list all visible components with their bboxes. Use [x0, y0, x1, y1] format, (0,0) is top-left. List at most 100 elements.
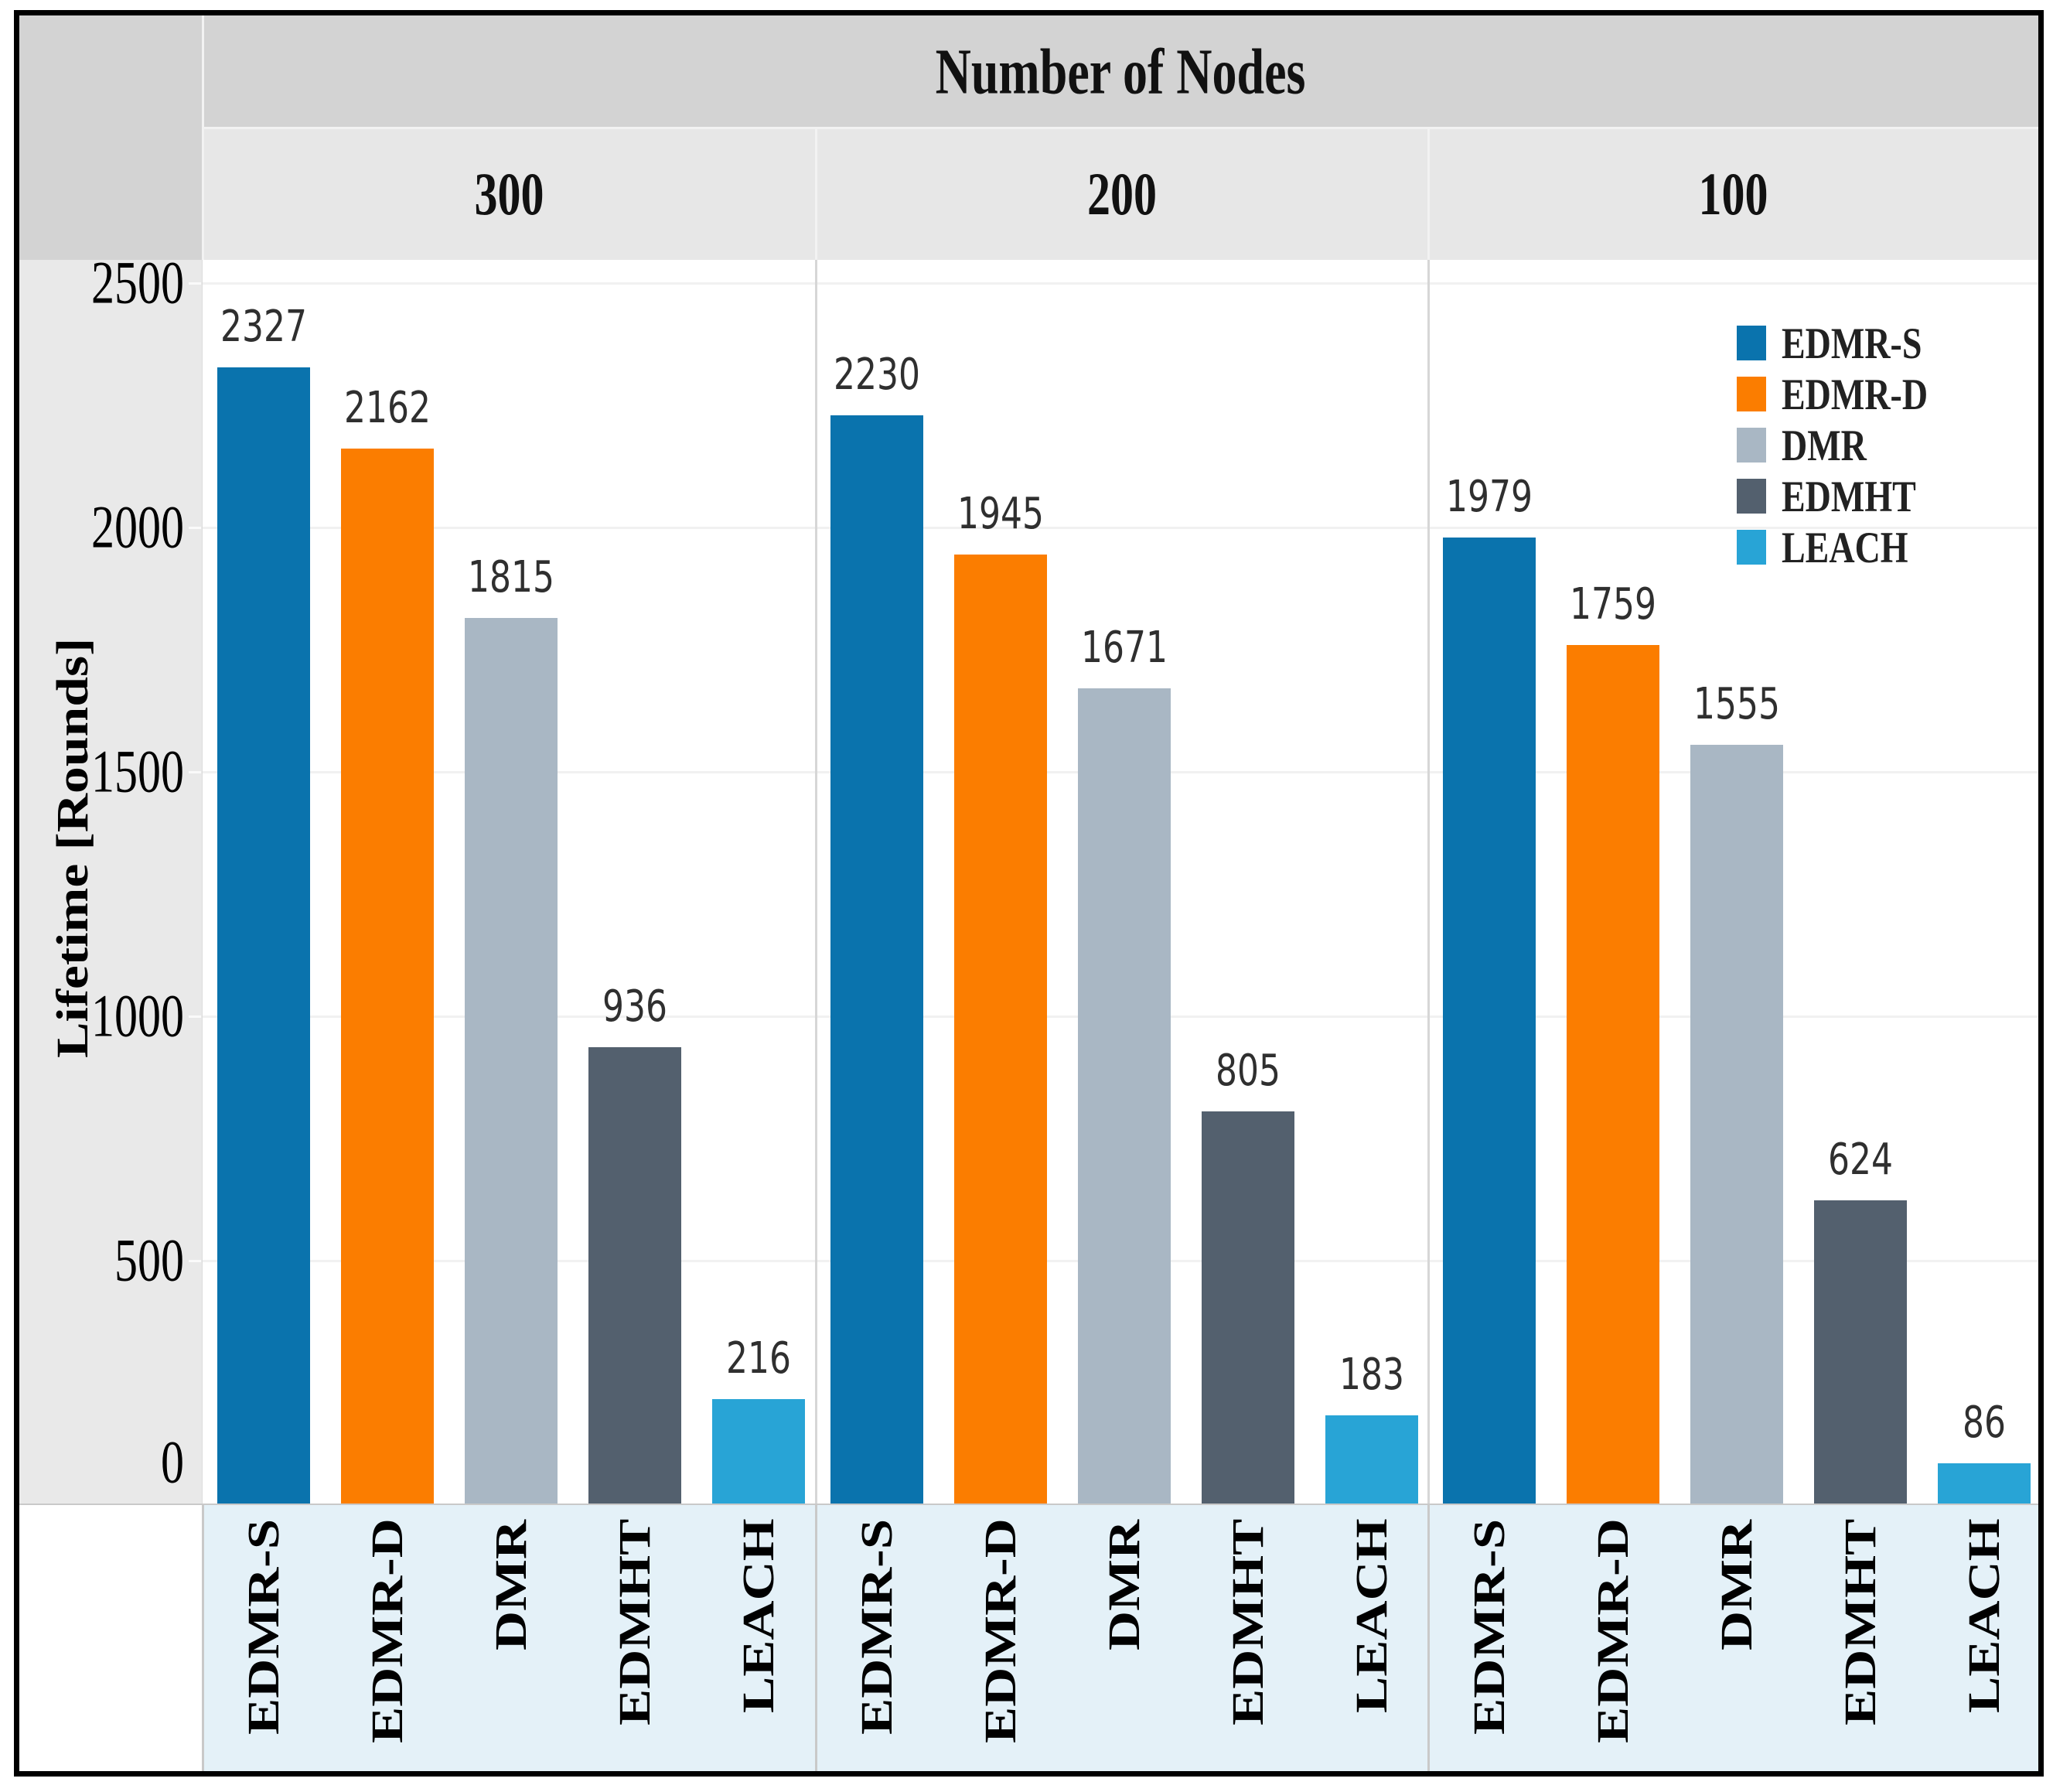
y-tick-mark — [189, 527, 201, 529]
legend-swatch — [1737, 478, 1766, 514]
category-band-divider — [815, 1505, 817, 1771]
y-axis-title: Lifetime [Rounds] — [47, 637, 97, 1058]
category-label-EDMR-D: EDMR-D — [1587, 1518, 1638, 1743]
bar-value-label: 216 — [726, 1333, 791, 1384]
legend-swatch — [1737, 376, 1766, 411]
bar-EDMR-D-100 — [1567, 645, 1659, 1505]
bar-value-label: 1945 — [957, 488, 1044, 539]
gutter-separator — [202, 15, 204, 260]
category-label-EDMR-S: EDMR-S — [851, 1518, 902, 1735]
panel-divider — [1427, 260, 1430, 1505]
legend-swatch — [1737, 325, 1766, 360]
category-label-EDMHT: EDMHT — [1223, 1518, 1273, 1725]
category-band-divider — [1427, 1505, 1430, 1771]
trellis-panel-100: 1979 1759 1555 624 86 — [1428, 260, 2038, 1505]
legend-item: EDMR-D — [1737, 368, 1928, 419]
trellis-panel-300: 2327 2162 1815 936 216 — [203, 260, 816, 1505]
legend-label: EDMR-D — [1782, 369, 1929, 418]
y-tick-mark — [189, 1015, 201, 1018]
category-label-EDMHT: EDMHT — [1835, 1518, 1885, 1725]
bar-value-label: 1815 — [468, 551, 554, 602]
group-header-band: 300 200 100 — [203, 128, 2038, 260]
legend-item: LEACH — [1737, 521, 1928, 572]
y-tick-label: 2500 — [91, 249, 184, 316]
header-divider — [815, 128, 817, 260]
group-header-cell: 100 — [1428, 128, 2038, 260]
legend-label: EDMR-S — [1782, 318, 1922, 367]
y-axis-gutter: 0 500 1000 1500 2000 2500 — [19, 249, 203, 1505]
bar-LEACH-100 — [1938, 1463, 2031, 1505]
group-header-label: 100 — [1698, 160, 1768, 227]
bar-value-label: 183 — [1339, 1349, 1404, 1400]
bar-DMR-200 — [1078, 688, 1171, 1505]
legend-item: DMR — [1737, 419, 1928, 470]
bar-EDMR-D-200 — [954, 555, 1047, 1505]
plot-area: 2327 2162 1815 936 216 2230 1945 1671 805 183 1979… — [203, 260, 2038, 1505]
category-label-EDMHT: EDMHT — [609, 1518, 660, 1725]
panel-divider — [815, 260, 817, 1505]
category-label-LEACH: LEACH — [1959, 1518, 2009, 1713]
category-label-DMR: DMR — [1099, 1520, 1149, 1650]
legend: EDMR-S EDMR-D DMR EDMHT LEACH — [1737, 317, 1928, 572]
legend-label: LEACH — [1782, 522, 1908, 572]
category-band-divider — [202, 1505, 204, 1771]
y-tick-mark — [189, 1260, 201, 1262]
bar-LEACH-300 — [712, 1399, 805, 1505]
y-tick-label: 1000 — [91, 982, 184, 1050]
bar-EDMHT-300 — [588, 1047, 681, 1505]
y-tick-mark — [189, 771, 201, 773]
bar-value-label: 936 — [602, 981, 667, 1032]
bar-EDMHT-200 — [1202, 1111, 1294, 1505]
bar-value-label: 1759 — [1570, 579, 1656, 630]
category-label-LEACH: LEACH — [1346, 1518, 1397, 1713]
bar-value-label: 2327 — [220, 301, 307, 352]
bar-DMR-300 — [465, 618, 558, 1505]
header-divider — [1427, 128, 1430, 260]
y-tick-label: 1500 — [91, 738, 184, 805]
category-label-EDMR-D: EDMR-D — [975, 1518, 1025, 1743]
category-label-EDMR-S: EDMR-S — [238, 1518, 288, 1735]
chart-frame: Number of Nodes 300 200 100 0 500 1000 1500 20… — [14, 10, 2044, 1777]
bar-value-label: 2230 — [834, 349, 920, 400]
legend-item: EDMR-S — [1737, 317, 1928, 368]
bar-value-label: 1979 — [1446, 471, 1533, 522]
bar-value-label: 624 — [1828, 1134, 1893, 1185]
category-axis-background — [203, 1505, 2038, 1771]
bar-DMR-100 — [1690, 745, 1783, 1505]
nodes-title-band: Number of Nodes — [203, 15, 2038, 128]
bar-value-label: 1555 — [1693, 678, 1780, 729]
category-label-DMR: DMR — [1711, 1520, 1761, 1650]
legend-label: DMR — [1782, 420, 1867, 469]
bar-EDMR-S-100 — [1443, 538, 1536, 1505]
bar-value-label: 805 — [1216, 1045, 1281, 1096]
bar-LEACH-200 — [1325, 1415, 1418, 1505]
x-axis-baseline — [19, 1504, 2038, 1505]
grid-line — [203, 282, 2038, 285]
chart-title: Number of Nodes — [935, 36, 1306, 108]
bar-EDMR-S-200 — [830, 415, 923, 1505]
corner-cell — [19, 15, 203, 260]
legend-swatch — [1737, 427, 1766, 463]
category-axis-band: EDMR-S EDMR-D DMR EDMHT LEACH EDMR-S EDMR-D DMR… — [19, 1505, 2038, 1771]
bar-EDMR-D-300 — [341, 449, 434, 1505]
y-tick-label: 500 — [114, 1227, 184, 1294]
trellis-panel-200: 2230 1945 1671 805 183 — [816, 260, 1428, 1505]
bar-value-label: 2162 — [344, 382, 431, 433]
category-label-DMR: DMR — [486, 1520, 536, 1650]
group-header-label: 200 — [1087, 160, 1157, 227]
legend-label: EDMHT — [1782, 471, 1916, 521]
legend-swatch — [1737, 529, 1766, 565]
y-tick-mark — [189, 282, 201, 285]
category-label-EDMR-D: EDMR-D — [362, 1518, 412, 1743]
y-tick-label: 0 — [161, 1428, 184, 1496]
group-header-label: 300 — [474, 160, 544, 227]
band-separator — [203, 127, 2038, 129]
group-header-cell: 200 — [816, 128, 1428, 260]
grid-line — [203, 527, 2038, 529]
group-header-cell: 300 — [203, 128, 816, 260]
category-label-LEACH: LEACH — [733, 1518, 783, 1713]
category-label-EDMR-S: EDMR-S — [1464, 1518, 1514, 1735]
y-tick-label: 2000 — [91, 493, 184, 561]
bar-EDMHT-100 — [1814, 1200, 1907, 1505]
